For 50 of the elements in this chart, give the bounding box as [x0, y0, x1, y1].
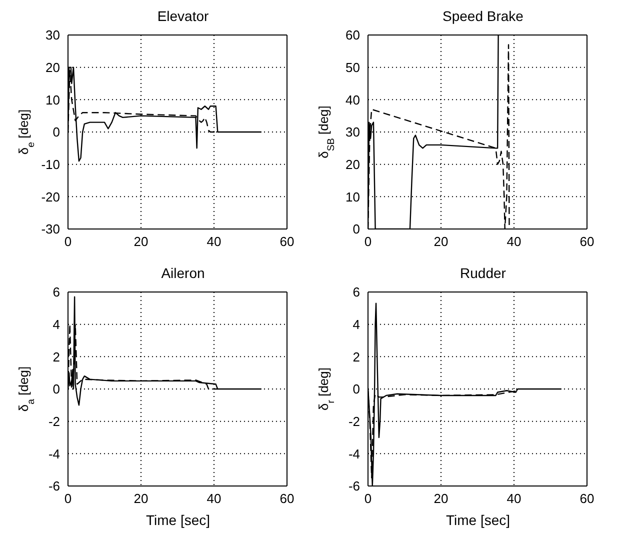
y-tick-label: -2 [348, 414, 360, 429]
y-tick-label: 30 [346, 124, 360, 140]
x-tick-label: 0 [64, 234, 72, 250]
y-tick-label: -10 [41, 156, 60, 172]
y-tick-label: -4 [348, 446, 360, 462]
y-tick-label: 20 [346, 156, 360, 172]
y-tick-label: -6 [48, 478, 60, 494]
y-tick-label: 20 [46, 60, 60, 75]
y-tick-label: -4 [48, 446, 60, 462]
y-tick-label: 50 [346, 60, 360, 75]
x-tick-label: 60 [280, 234, 294, 250]
x-tick-label: 20 [434, 234, 448, 250]
y-tick-label: 0 [352, 382, 360, 397]
x-tick-label: 20 [134, 234, 148, 250]
y-tick-label: 40 [346, 92, 360, 108]
x-tick-label: 40 [506, 491, 522, 506]
y-tick-label: 60 [346, 28, 360, 43]
chart-title: Speed Brake [442, 8, 524, 26]
y-tick-label: 30 [46, 28, 60, 43]
x-tick-label: 60 [580, 234, 594, 250]
y-tick-label: 10 [346, 189, 360, 204]
y-tick-label: 0 [352, 222, 360, 237]
x-tick-label: 20 [434, 491, 448, 506]
y-tick-label: -20 [41, 189, 60, 204]
y-tick-label: 4 [352, 316, 360, 332]
chart-title: Elevator [156, 8, 210, 26]
y-tick-label: 6 [352, 284, 360, 300]
x-tick-label: 40 [206, 234, 222, 250]
chart-title: Rudder [459, 265, 507, 283]
y-tick-label: 2 [52, 349, 60, 364]
x-tick-label: 60 [280, 491, 294, 506]
y-tick-label: 2 [352, 349, 360, 364]
x-tick-label: 0 [364, 234, 372, 250]
x-axis-title: Time [sec] [444, 512, 512, 528]
y-tick-label: 4 [52, 316, 60, 332]
chart-title: Aileron [160, 265, 206, 283]
y-tick-label: 0 [52, 382, 60, 397]
x-tick-label: 0 [64, 491, 72, 506]
x-tick-label: 0 [364, 491, 372, 506]
x-tick-label: 60 [580, 491, 594, 506]
y-tick-label: -30 [41, 222, 60, 237]
x-tick-label: 40 [206, 491, 222, 506]
y-tick-label: 10 [46, 92, 60, 108]
y-tick-label: -6 [348, 478, 360, 494]
x-tick-label: 40 [506, 234, 522, 250]
y-tick-label: 0 [52, 124, 60, 140]
y-tick-label: 6 [52, 284, 60, 300]
x-axis-title: Time [sec] [144, 512, 212, 528]
y-tick-label: -2 [48, 414, 60, 429]
x-tick-label: 20 [134, 491, 148, 506]
